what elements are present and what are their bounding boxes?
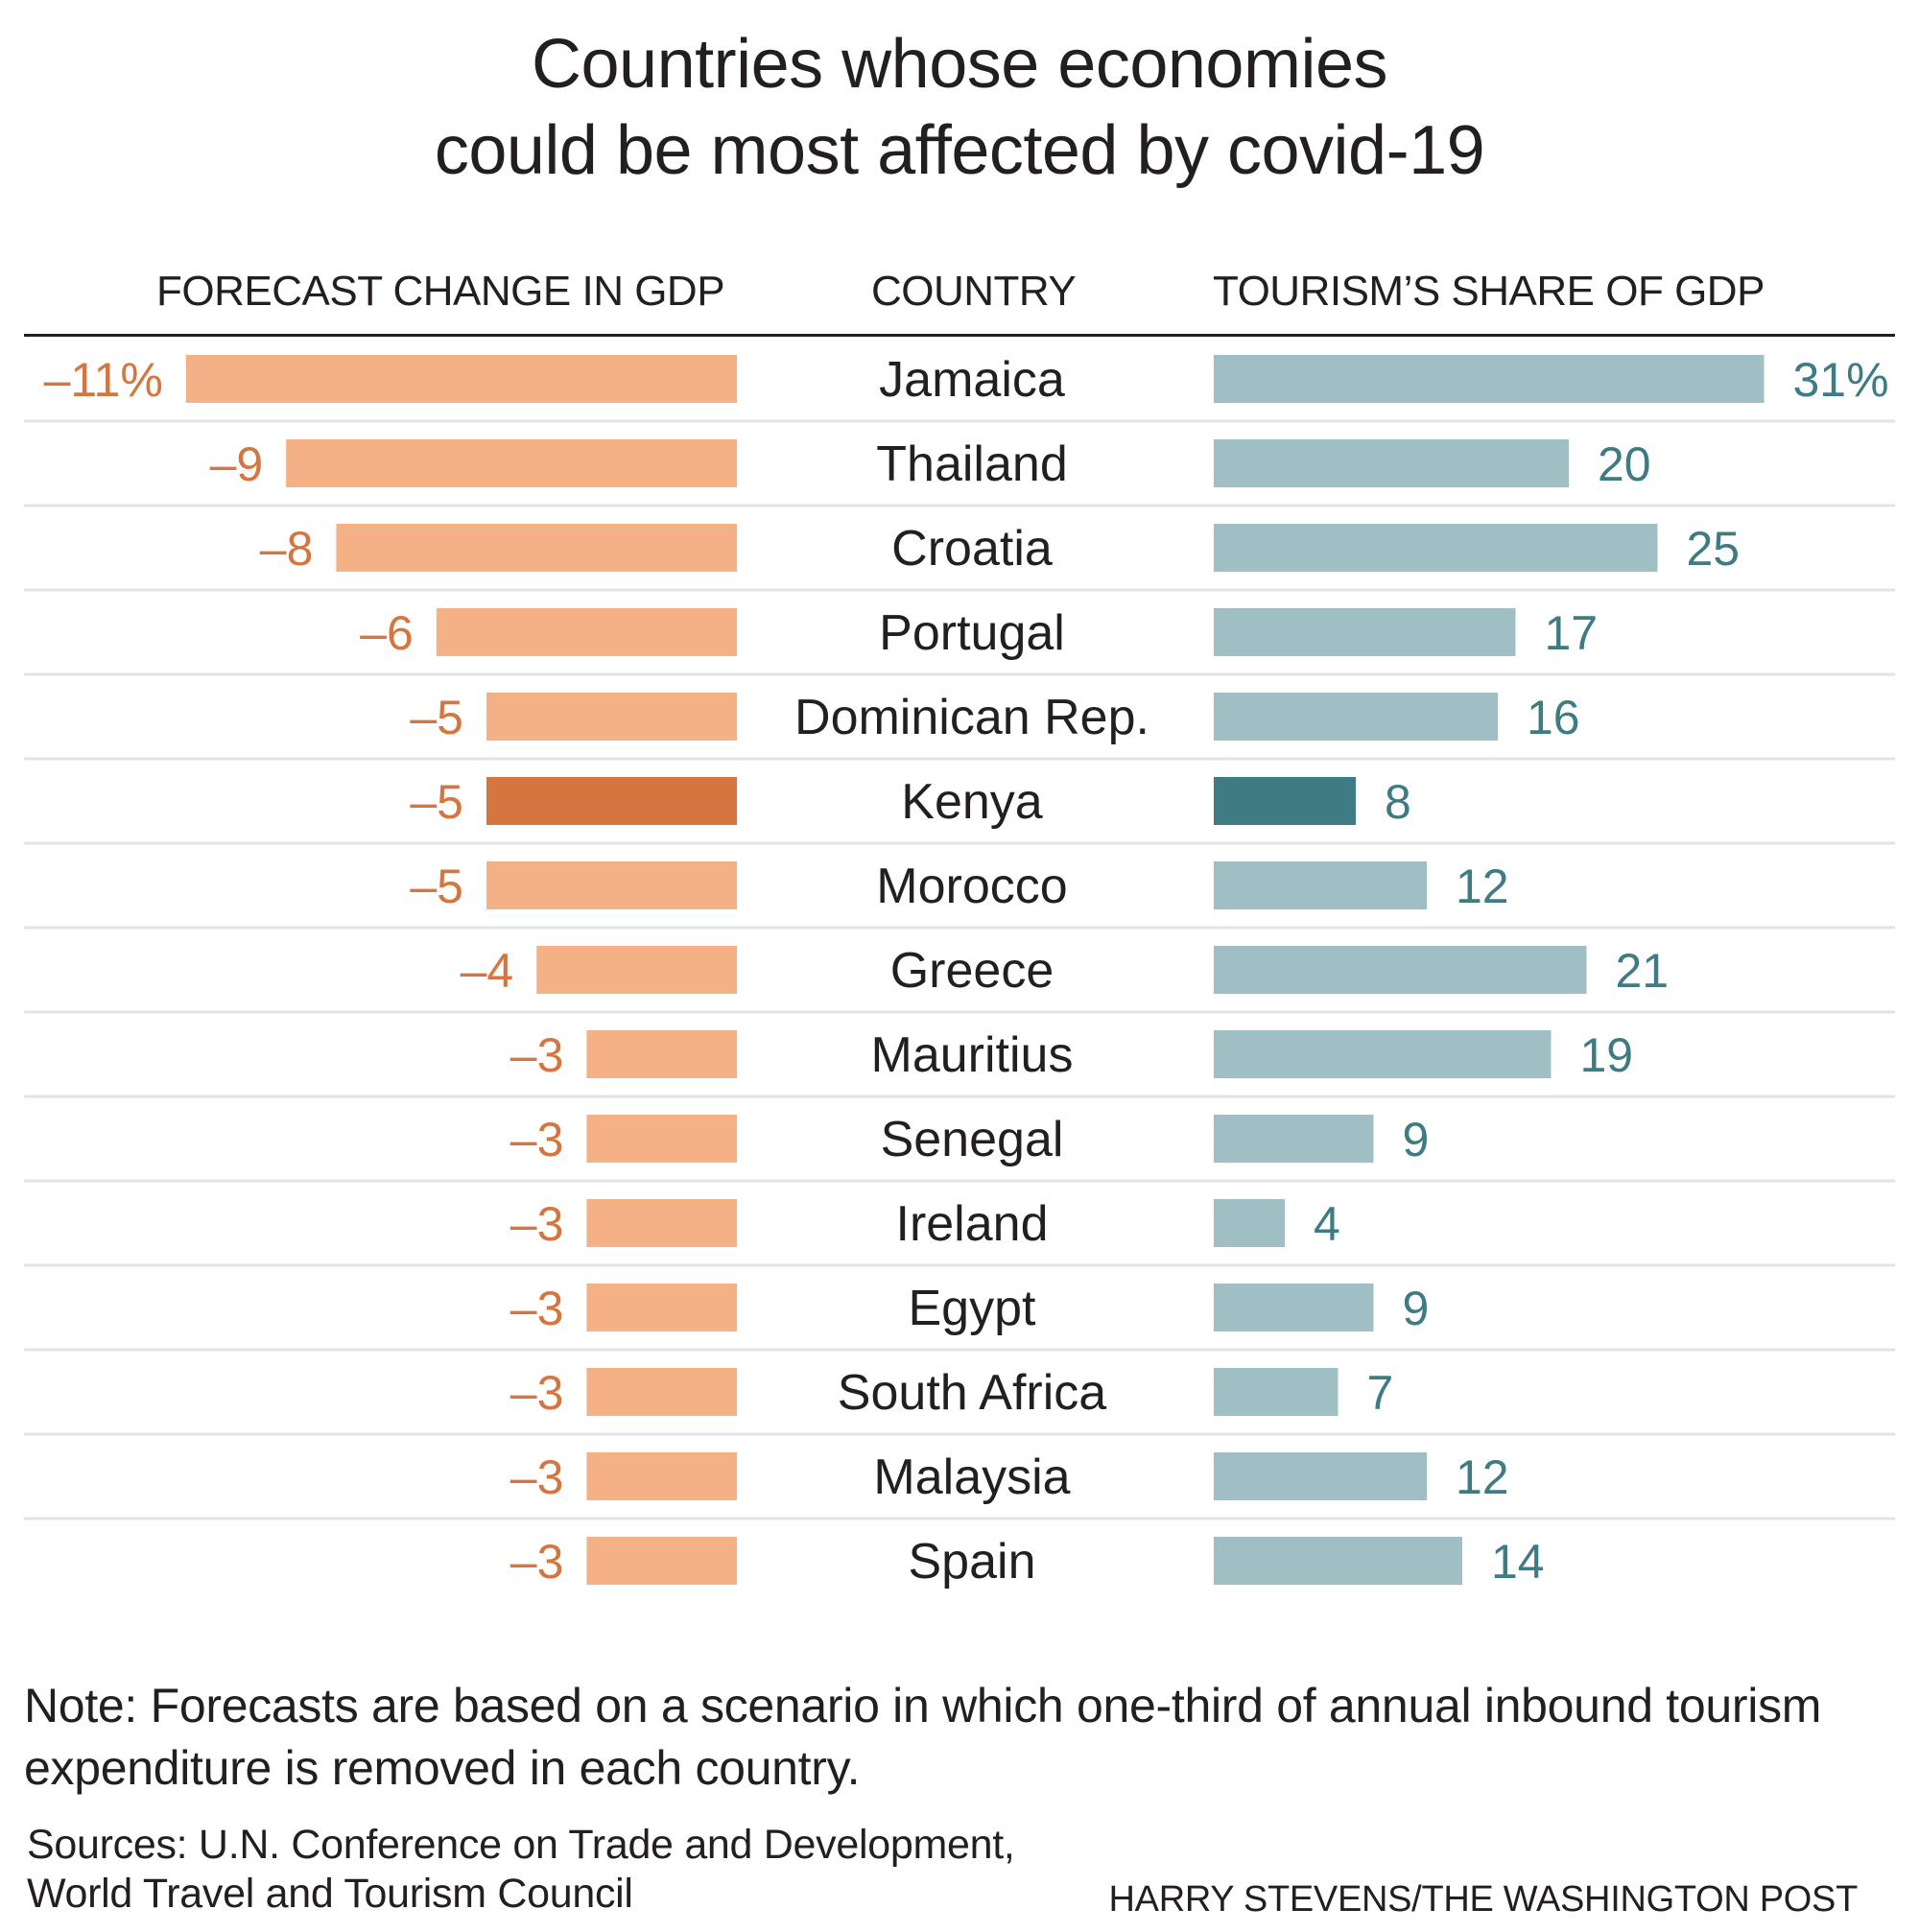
- tourism-bar-south-africa: [1214, 1368, 1339, 1416]
- tourism-label-south-africa: 7: [1367, 1366, 1394, 1420]
- gdp-label-spain: –3: [510, 1535, 564, 1589]
- country-column-header: COUNTRY: [871, 268, 1077, 315]
- tourism-label-spain: 14: [1491, 1535, 1545, 1589]
- chart-title-line-1: Countries whose economies: [532, 26, 1387, 103]
- tourism-bar-dominican-rep: [1214, 693, 1498, 741]
- tourism-bar-kenya: [1214, 777, 1356, 825]
- gdp-label-dominican-rep: –5: [410, 691, 463, 744]
- sources: Sources: U.N. Conference on Trade and De…: [27, 1821, 1178, 1919]
- gdp-bar-spain: [586, 1537, 737, 1585]
- tourism-label-egypt: 9: [1403, 1282, 1430, 1335]
- gdp-bar-senegal: [586, 1115, 737, 1163]
- gdp-bar-thailand: [286, 439, 737, 487]
- gdp-label-thailand: –9: [210, 437, 264, 491]
- tourism-bar-malaysia: [1214, 1452, 1427, 1500]
- country-label-jamaica: Jamaica: [879, 352, 1065, 408]
- tourism-bar-thailand: [1214, 439, 1569, 487]
- tourism-bar-spain: [1214, 1537, 1462, 1585]
- chart-title-line-2: could be most affected by covid-19: [434, 112, 1485, 189]
- gdp-label-south-africa: –3: [510, 1366, 564, 1420]
- gdp-label-jamaica: –11%: [44, 353, 163, 407]
- gdp-bar-south-africa: [586, 1368, 737, 1416]
- gdp-label-egypt: –3: [510, 1282, 564, 1335]
- gdp-bar-ireland: [586, 1199, 737, 1247]
- gdp-label-greece: –4: [461, 944, 514, 998]
- tourism-bar-greece: [1214, 946, 1587, 994]
- gdp-bar-mauritius: [586, 1030, 737, 1078]
- gdp-column-header: FORECAST CHANGE IN GDP: [156, 268, 725, 315]
- gdp-label-croatia: –8: [260, 522, 314, 576]
- gdp-label-senegal: –3: [510, 1113, 564, 1166]
- tourism-label-portugal: 17: [1545, 606, 1599, 660]
- tourism-label-croatia: 25: [1687, 522, 1741, 576]
- tourism-bar-morocco: [1214, 861, 1427, 909]
- tourism-label-jamaica: 31%: [1793, 353, 1889, 407]
- tourism-label-malaysia: 12: [1456, 1450, 1509, 1504]
- tourism-label-thailand: 20: [1598, 437, 1651, 491]
- gdp-label-mauritius: –3: [510, 1028, 564, 1082]
- country-label-dominican-rep: Dominican Rep.: [794, 690, 1149, 745]
- country-label-mauritius: Mauritius: [871, 1027, 1074, 1083]
- credit: HARRY STEVENS/THE WASHINGTON POST: [1108, 1879, 1859, 1920]
- gdp-bar-greece: [536, 946, 737, 994]
- tourism-bar-egypt: [1214, 1284, 1374, 1331]
- gdp-label-malaysia: –3: [510, 1450, 564, 1504]
- country-label-greece: Greece: [890, 943, 1054, 999]
- header-rule: [24, 334, 1895, 337]
- tourism-bar-portugal: [1214, 608, 1516, 656]
- tourism-bar-senegal: [1214, 1115, 1374, 1163]
- tourism-label-dominican-rep: 16: [1527, 691, 1580, 744]
- tourism-label-mauritius: 19: [1580, 1028, 1634, 1082]
- bar-chart: –11% Jamaica 31% –9 Thailand 20 –8 Croatia 25 –6 P…: [24, 352, 1895, 1590]
- gdp-label-ireland: –3: [510, 1197, 564, 1251]
- tourism-label-senegal: 9: [1403, 1113, 1430, 1166]
- country-label-senegal: Senegal: [881, 1112, 1064, 1167]
- tourism-column-header: TOURISM’S SHARE OF GDP: [1213, 268, 1765, 315]
- tourism-label-kenya: 8: [1385, 775, 1411, 829]
- tourism-bar-croatia: [1214, 524, 1658, 572]
- gdp-bar-dominican-rep: [486, 693, 737, 741]
- gdp-bar-jamaica: [185, 355, 738, 403]
- gdp-bar-egypt: [586, 1284, 737, 1331]
- country-label-kenya: Kenya: [901, 774, 1043, 830]
- gdp-bar-portugal: [436, 608, 737, 656]
- sources-line-1: Sources: U.N. Conference on Trade and De…: [27, 1822, 1015, 1868]
- country-label-croatia: Croatia: [891, 521, 1053, 577]
- tourism-label-ireland: 4: [1314, 1197, 1340, 1251]
- country-label-morocco: Morocco: [876, 859, 1067, 914]
- country-label-thailand: Thailand: [876, 436, 1067, 492]
- tourism-label-greece: 21: [1616, 944, 1670, 998]
- gdp-label-kenya: –5: [410, 775, 463, 829]
- tourism-bar-ireland: [1214, 1199, 1285, 1247]
- gdp-bar-morocco: [486, 861, 737, 909]
- tourism-bar-jamaica: [1214, 355, 1765, 403]
- gdp-bar-malaysia: [586, 1452, 737, 1500]
- sources-line-2: World Travel and Tourism Council: [27, 1871, 633, 1917]
- country-label-south-africa: South Africa: [838, 1365, 1106, 1421]
- tourism-bar-mauritius: [1214, 1030, 1552, 1078]
- chart-title: Countries whose economies could be most …: [0, 21, 1919, 194]
- gdp-label-morocco: –5: [410, 860, 463, 913]
- country-label-portugal: Portugal: [879, 605, 1065, 661]
- gdp-label-portugal: –6: [360, 606, 414, 660]
- tourism-label-morocco: 12: [1456, 860, 1509, 913]
- chart-note: Note: Forecasts are based on a scenario …: [24, 1679, 1822, 1795]
- country-label-egypt: Egypt: [909, 1281, 1037, 1336]
- country-label-spain: Spain: [909, 1534, 1036, 1590]
- country-label-malaysia: Malaysia: [873, 1449, 1070, 1505]
- gdp-bar-kenya: [486, 777, 737, 825]
- country-label-ireland: Ireland: [896, 1196, 1049, 1252]
- gdp-bar-croatia: [336, 524, 737, 572]
